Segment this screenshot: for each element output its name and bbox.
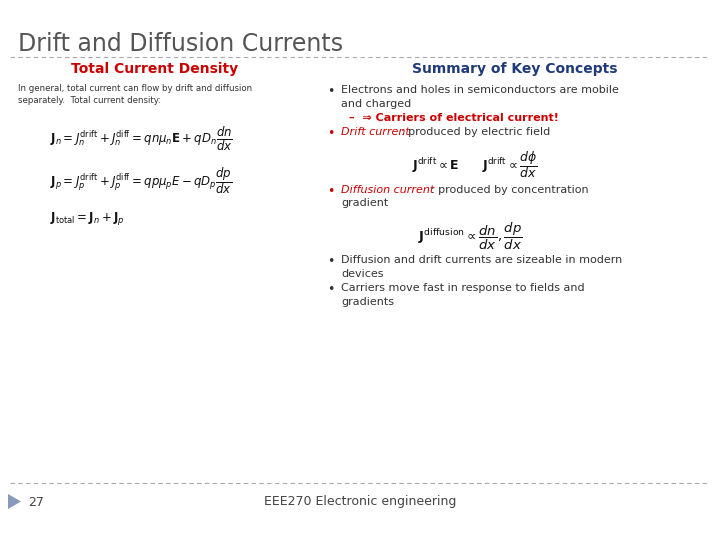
Text: In general, total current can flow by drift and diffusion: In general, total current can flow by dr… (18, 84, 252, 93)
Text: Drift and Diffusion Currents: Drift and Diffusion Currents (18, 32, 343, 56)
Text: Total Current Density: Total Current Density (71, 62, 238, 76)
Text: EEE270 Electronic engineering: EEE270 Electronic engineering (264, 496, 456, 509)
Text: : produced by concentration: : produced by concentration (431, 185, 589, 195)
Text: $\mathbf{J}_{\rm total} = \mathbf{J}_n + \mathbf{J}_p$: $\mathbf{J}_{\rm total} = \mathbf{J}_n +… (50, 210, 125, 227)
Text: •: • (327, 85, 334, 98)
Text: Drift current: Drift current (341, 127, 410, 137)
Text: Electrons and holes in semiconductors are mobile
and charged: Electrons and holes in semiconductors ar… (341, 85, 619, 109)
Text: Diffusion and drift currents are sizeable in modern
devices: Diffusion and drift currents are sizeabl… (341, 255, 622, 279)
Text: •: • (327, 185, 334, 198)
Text: Summary of Key Concepts: Summary of Key Concepts (413, 62, 618, 76)
Text: 27: 27 (28, 496, 44, 509)
Text: separately.  Total current density:: separately. Total current density: (18, 96, 161, 105)
Text: •: • (327, 127, 334, 140)
Text: •: • (327, 283, 334, 296)
Text: Carriers move fast in response to fields and
gradients: Carriers move fast in response to fields… (341, 283, 585, 307)
Text: $\mathbf{J}^{\rm drift} \propto \mathbf{E} \qquad \mathbf{J}^{\rm drift} \propto: $\mathbf{J}^{\rm drift} \propto \mathbf{… (412, 149, 538, 180)
Text: Diffusion current: Diffusion current (341, 185, 434, 195)
Text: : produced by electric field: : produced by electric field (401, 127, 550, 137)
Text: $\mathbf{J}^{\rm diffusion} \propto \dfrac{dn}{dx},\dfrac{dp}{dx}$: $\mathbf{J}^{\rm diffusion} \propto \dfr… (418, 221, 522, 252)
Text: $\mathbf{J}_p = \mathit{J}_p^{\rm drift} + \mathit{J}_p^{\rm diff} = q\mathit{p}: $\mathbf{J}_p = \mathit{J}_p^{\rm drift}… (50, 165, 233, 195)
Text: $\mathbf{J}_n = \mathit{J}_n^{\rm drift} + \mathit{J}_n^{\rm diff} = q\mathit{n}: $\mathbf{J}_n = \mathit{J}_n^{\rm drift}… (50, 125, 233, 153)
Polygon shape (8, 494, 21, 509)
Text: •: • (327, 255, 334, 268)
Text: gradient: gradient (341, 198, 388, 208)
Text: –  ⇒ Carriers of electrical current!: – ⇒ Carriers of electrical current! (349, 113, 559, 123)
